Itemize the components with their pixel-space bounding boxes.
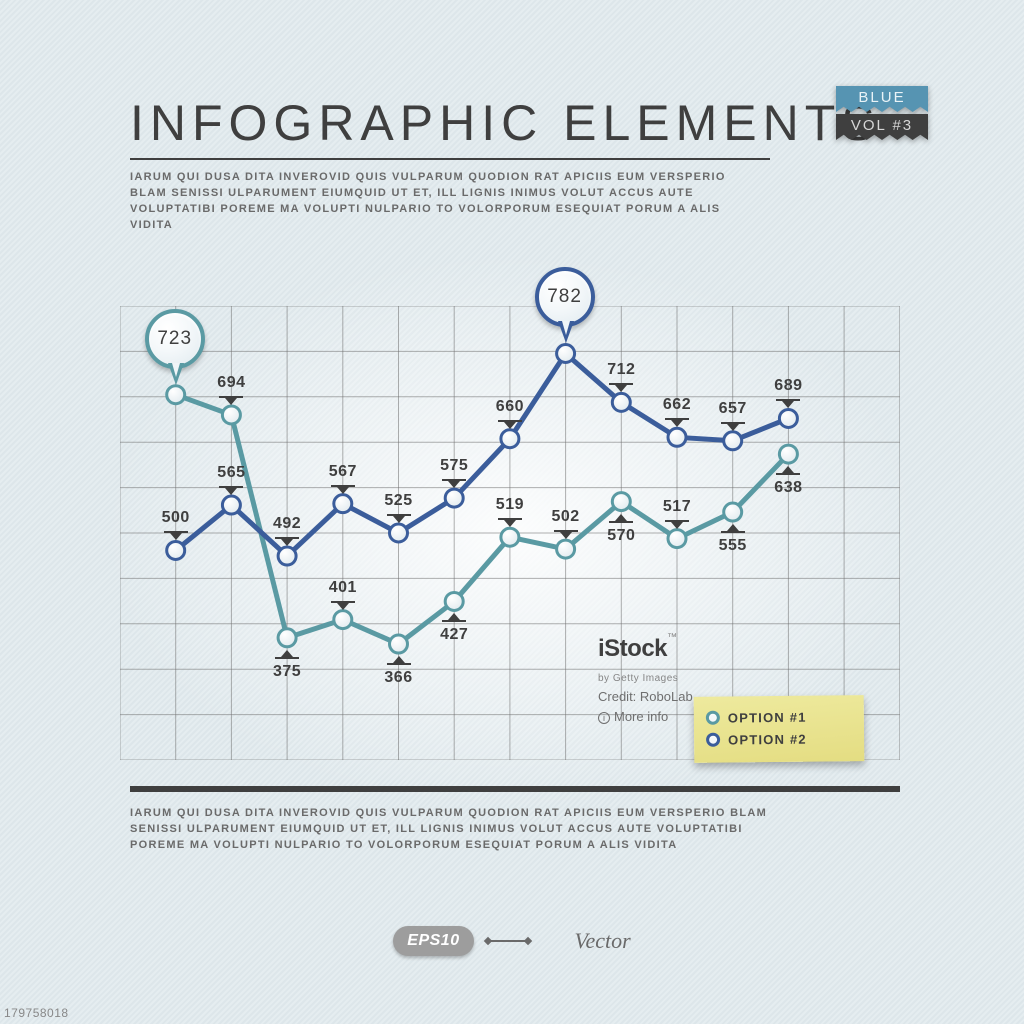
legend-marker-icon	[706, 733, 720, 747]
vector-label: Vector	[575, 928, 631, 954]
title-rule	[130, 158, 770, 160]
watermark-credit: RoboLab	[640, 689, 693, 704]
page-title: INFOGRAPHIC ELEMENTS	[130, 94, 881, 152]
footer: EPS10 Vector	[0, 926, 1024, 956]
page-subtitle: IARUM QUI DUSA DITA INVEROVID QUIS VULPA…	[130, 170, 750, 234]
value-label: 401	[329, 579, 357, 597]
legend-item: OPTION #1	[706, 705, 852, 729]
volume-badge: BLUE VOL #3	[836, 86, 928, 140]
watermark-credit-label: Credit:	[598, 689, 636, 704]
value-tick-icon	[721, 531, 745, 533]
value-label: 694	[217, 374, 245, 392]
watermark-more: More info	[614, 709, 668, 724]
value-tick-icon	[665, 418, 689, 420]
value-label: 570	[607, 527, 635, 545]
value-label: 662	[663, 396, 691, 414]
chart-baseline	[130, 786, 900, 792]
value-label: 427	[440, 626, 468, 644]
watermark-by: by Getty Images	[598, 673, 678, 684]
value-label: 689	[774, 377, 802, 395]
legend-label: OPTION #1	[728, 709, 807, 725]
value-tick-icon	[442, 479, 466, 481]
info-icon: i	[598, 712, 610, 724]
value-label: 565	[217, 464, 245, 482]
badge-volume: VOL #3	[836, 114, 928, 140]
chart-legend: OPTION #1 OPTION #2	[694, 695, 865, 763]
eps-badge: EPS10	[393, 926, 473, 956]
value-label: 575	[440, 457, 468, 475]
value-label: 519	[496, 496, 524, 514]
value-label: 492	[273, 515, 301, 533]
value-tick-icon	[387, 514, 411, 516]
value-label: 500	[162, 509, 190, 527]
value-label: 657	[719, 400, 747, 418]
value-tick-icon	[442, 620, 466, 622]
value-label: 502	[551, 508, 579, 526]
value-tick-icon	[498, 420, 522, 422]
value-label: 555	[719, 537, 747, 555]
value-tick-icon	[219, 396, 243, 398]
value-tick-icon	[609, 383, 633, 385]
value-label: 375	[273, 663, 301, 681]
value-label: 638	[774, 479, 802, 497]
lower-caption: IARUM QUI DUSA DITA INVEROVID QUIS VULPA…	[130, 806, 770, 854]
value-tick-icon	[776, 473, 800, 475]
value-tick-icon	[776, 399, 800, 401]
value-tick-icon	[387, 663, 411, 665]
value-tick-icon	[275, 537, 299, 539]
value-tick-icon	[498, 518, 522, 520]
value-tick-icon	[721, 422, 745, 424]
value-label: 712	[607, 361, 635, 379]
value-tick-icon	[609, 521, 633, 523]
legend-label: OPTION #2	[728, 731, 807, 747]
value-tick-icon	[331, 601, 355, 603]
legend-marker-icon	[706, 711, 720, 725]
value-label: 525	[384, 492, 412, 510]
line-chart: 7236943754013664275195025705175556385005…	[120, 306, 900, 760]
value-label: 567	[329, 463, 357, 481]
separator-icon	[488, 940, 528, 942]
value-tick-icon	[331, 485, 355, 487]
value-tick-icon	[665, 520, 689, 522]
value-label: 366	[384, 669, 412, 687]
value-label: 517	[663, 498, 691, 516]
value-tick-icon	[219, 486, 243, 488]
legend-item: OPTION #2	[706, 727, 852, 751]
value-tick-icon	[275, 657, 299, 659]
stock-id: 179758018	[4, 1006, 69, 1020]
badge-color: BLUE	[836, 86, 928, 112]
watermark: iStock™ by Getty Images Credit: RoboLab …	[598, 630, 693, 728]
value-label: 660	[496, 398, 524, 416]
watermark-brand: iStock	[598, 635, 667, 662]
value-tick-icon	[554, 530, 578, 532]
value-tick-icon	[164, 531, 188, 533]
